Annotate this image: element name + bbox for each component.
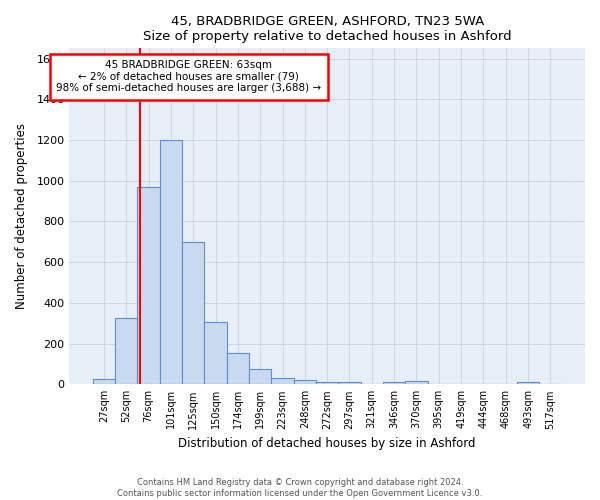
Bar	[115, 318, 137, 384]
Bar	[271, 378, 293, 384]
Bar	[383, 382, 405, 384]
Text: 45 BRADBRIDGE GREEN: 63sqm
← 2% of detached houses are smaller (79)
98% of semi-: 45 BRADBRIDGE GREEN: 63sqm ← 2% of detac…	[56, 60, 322, 94]
Bar	[227, 352, 249, 384]
Bar	[249, 369, 271, 384]
Text: Contains HM Land Registry data © Crown copyright and database right 2024.
Contai: Contains HM Land Registry data © Crown c…	[118, 478, 482, 498]
Bar	[160, 140, 182, 384]
Bar	[316, 382, 338, 384]
Bar	[405, 382, 428, 384]
Bar	[93, 379, 115, 384]
Bar	[182, 242, 205, 384]
Bar	[338, 382, 361, 384]
Bar	[293, 380, 316, 384]
Y-axis label: Number of detached properties: Number of detached properties	[15, 124, 28, 310]
Bar	[517, 382, 539, 384]
X-axis label: Distribution of detached houses by size in Ashford: Distribution of detached houses by size …	[178, 437, 476, 450]
Bar	[137, 187, 160, 384]
Title: 45, BRADBRIDGE GREEN, ASHFORD, TN23 5WA
Size of property relative to detached ho: 45, BRADBRIDGE GREEN, ASHFORD, TN23 5WA …	[143, 15, 511, 43]
Bar	[205, 322, 227, 384]
